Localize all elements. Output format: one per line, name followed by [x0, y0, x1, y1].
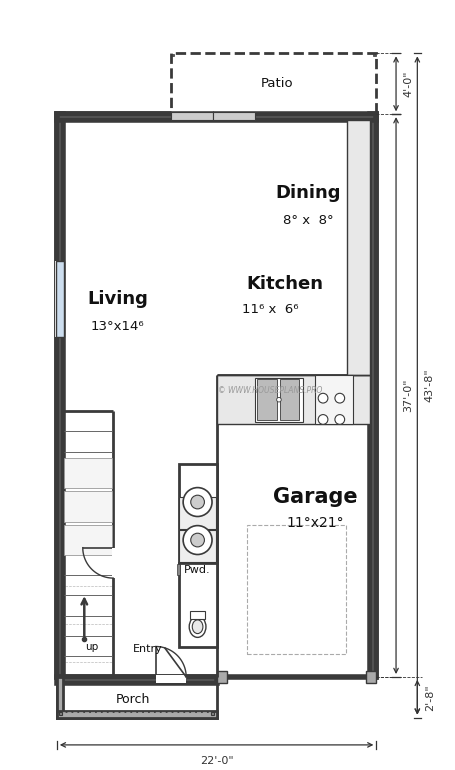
Text: Living: Living — [87, 290, 148, 308]
Circle shape — [190, 533, 204, 547]
Text: 11⁶ x  6⁶: 11⁶ x 6⁶ — [241, 303, 298, 316]
Bar — [212, 112, 254, 119]
Text: 22'-0": 22'-0" — [199, 755, 233, 765]
Bar — [171, 112, 212, 119]
Bar — [216, 671, 227, 683]
Bar — [177, 564, 180, 575]
Bar — [57, 114, 375, 677]
Text: Patio: Patio — [261, 77, 293, 90]
Bar — [57, 677, 216, 683]
Ellipse shape — [192, 620, 202, 634]
Bar — [57, 114, 375, 120]
Text: Entry: Entry — [133, 644, 163, 654]
Bar — [365, 671, 375, 683]
Bar — [64, 491, 112, 522]
Text: 43'-8": 43'-8" — [424, 369, 434, 402]
Bar — [372, 54, 374, 56]
Text: 2'-8": 2'-8" — [424, 684, 434, 711]
Text: Pwd.: Pwd. — [184, 565, 210, 575]
Circle shape — [190, 495, 204, 509]
Circle shape — [318, 393, 327, 403]
Circle shape — [183, 487, 212, 517]
Bar — [347, 120, 369, 375]
Circle shape — [318, 414, 327, 424]
Bar — [178, 563, 216, 647]
Text: Garage: Garage — [273, 487, 357, 507]
Bar — [178, 464, 216, 563]
Ellipse shape — [189, 616, 206, 638]
Text: 4'-0": 4'-0" — [403, 71, 413, 97]
Bar — [156, 675, 186, 683]
Bar — [171, 114, 254, 120]
Bar — [56, 261, 64, 337]
Bar — [64, 458, 112, 488]
Bar — [315, 375, 353, 424]
Bar — [254, 377, 303, 422]
Bar — [55, 261, 64, 337]
Bar — [216, 375, 369, 424]
Circle shape — [334, 393, 344, 403]
Text: up: up — [85, 641, 98, 651]
Bar — [369, 114, 375, 677]
Text: 37'-0": 37'-0" — [403, 379, 413, 413]
Bar — [179, 497, 215, 530]
Bar — [190, 611, 205, 619]
Text: 11°x21°: 11°x21° — [286, 516, 344, 530]
Bar — [211, 712, 213, 715]
Circle shape — [334, 414, 344, 424]
Bar — [64, 525, 112, 555]
Text: 13°x14⁶: 13°x14⁶ — [91, 320, 144, 333]
Circle shape — [276, 397, 281, 402]
Bar — [172, 54, 174, 56]
Bar — [57, 711, 216, 718]
Circle shape — [183, 526, 212, 554]
Bar — [57, 677, 63, 718]
Bar — [256, 379, 276, 420]
Bar — [179, 531, 215, 562]
Text: © WWW.HOUSEPLANS.PRO: © WWW.HOUSEPLANS.PRO — [217, 386, 321, 395]
Text: Dining: Dining — [274, 184, 340, 202]
Bar — [59, 712, 62, 715]
Text: 8° x  8°: 8° x 8° — [282, 214, 333, 226]
Text: Porch: Porch — [116, 693, 150, 706]
Bar — [279, 379, 299, 420]
Bar — [111, 547, 116, 578]
Bar — [247, 525, 345, 654]
Bar — [171, 53, 375, 114]
Text: Kitchen: Kitchen — [246, 275, 323, 293]
Bar — [57, 677, 216, 718]
Bar — [57, 114, 63, 677]
